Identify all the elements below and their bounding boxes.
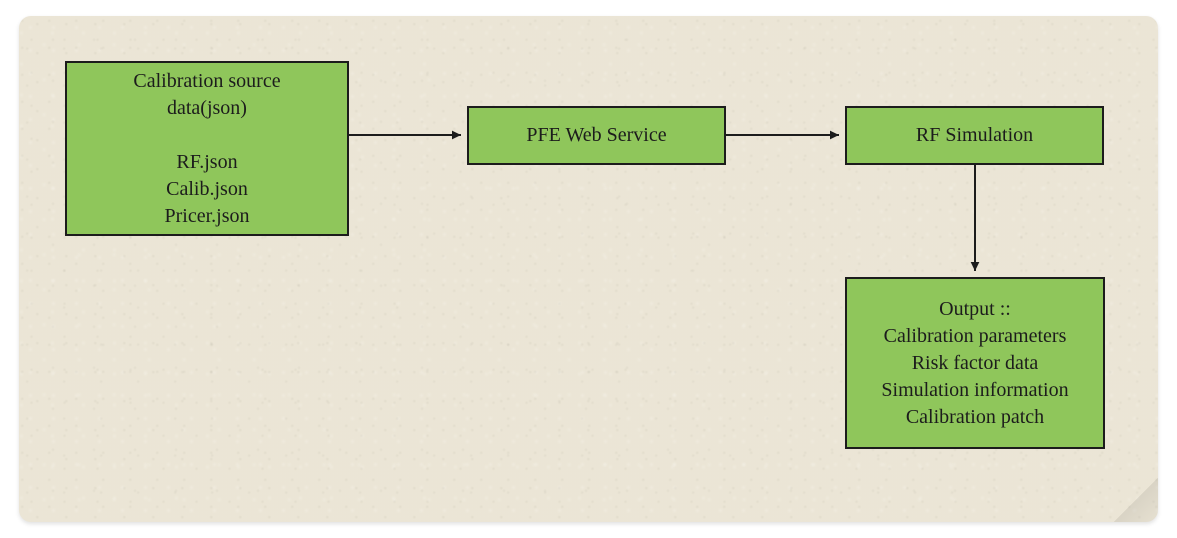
- page-curl-icon: [1114, 478, 1158, 522]
- flow-node-text-line: RF.json: [176, 149, 237, 176]
- arrowhead-icon: [830, 131, 839, 140]
- flow-node-text-line: Calib.json: [166, 176, 248, 203]
- flow-edge-e3: [975, 165, 976, 271]
- flow-node-text-line: Pricer.json: [165, 203, 250, 230]
- flow-node-text-line: PFE Web Service: [526, 122, 666, 149]
- diagram-canvas: Calibration sourcedata(json) RF.jsonCali…: [19, 16, 1158, 522]
- flow-node-text-line: Calibration parameters: [884, 323, 1067, 350]
- flow-node-text-line: data(json): [167, 95, 247, 122]
- flow-node-text-line: [205, 122, 210, 149]
- flow-node-rf-simulation: RF Simulation: [845, 106, 1104, 165]
- arrowhead-icon: [971, 262, 980, 271]
- flow-node-output: Output ::Calibration parametersRisk fact…: [845, 277, 1105, 449]
- stage: Calibration sourcedata(json) RF.jsonCali…: [0, 0, 1177, 538]
- flow-node-calibration-source: Calibration sourcedata(json) RF.jsonCali…: [65, 61, 349, 236]
- arrowhead-icon: [452, 131, 461, 140]
- flow-node-text-line: Risk factor data: [912, 350, 1039, 377]
- flow-node-text-line: Output ::: [939, 296, 1011, 323]
- flow-node-pfe-web-service: PFE Web Service: [467, 106, 726, 165]
- flow-node-text-line: Calibration patch: [906, 404, 1044, 431]
- flow-edge-e2: [726, 135, 839, 136]
- flow-node-text-line: Simulation information: [881, 377, 1068, 404]
- flow-node-text-line: RF Simulation: [916, 122, 1033, 149]
- flow-edge-e1: [349, 135, 461, 136]
- flow-node-text-line: Calibration source: [133, 68, 280, 95]
